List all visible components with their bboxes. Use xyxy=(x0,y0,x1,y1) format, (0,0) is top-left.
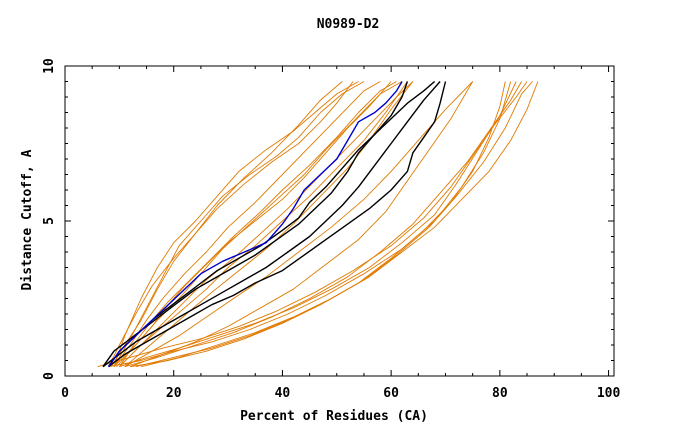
y-tick-label: 5 xyxy=(42,217,57,225)
series-line-2 xyxy=(110,81,354,367)
series-line-8 xyxy=(119,81,414,368)
y-tick-label: 0 xyxy=(42,372,57,380)
ticks-layer: 0 20 40 60 80 100 0 5 10 xyxy=(42,58,620,401)
series-line-16 xyxy=(97,81,528,368)
plot-frame xyxy=(64,65,615,377)
x-tick-label: 80 xyxy=(492,386,508,401)
series-line-19 xyxy=(140,81,539,368)
series-line-18 xyxy=(124,81,522,368)
series-layer xyxy=(97,80,539,368)
series-line-23 xyxy=(108,81,447,368)
series-line-25 xyxy=(107,81,403,368)
series-line-24 xyxy=(107,80,436,368)
series-line-22 xyxy=(102,81,441,368)
series-line-4 xyxy=(113,81,359,367)
x-tick-label: 0 xyxy=(61,386,69,401)
x-tick-label: 100 xyxy=(597,386,621,401)
series-line-17 xyxy=(135,81,533,368)
series-line-10 xyxy=(108,81,343,367)
x-tick-label: 20 xyxy=(166,386,182,401)
y-tick-label: 10 xyxy=(42,58,57,74)
series-line-14 xyxy=(119,81,517,368)
series-line-3 xyxy=(113,81,365,367)
series-line-12 xyxy=(124,81,474,368)
series-line-13 xyxy=(130,81,474,368)
chart-title: N0989-D2 xyxy=(317,17,380,32)
y-axis-label: Distance Cutoff, A xyxy=(20,149,35,290)
x-tick-label: 40 xyxy=(275,386,291,401)
series-line-20 xyxy=(130,81,506,368)
series-line-11 xyxy=(113,81,381,367)
series-line-9 xyxy=(113,81,403,368)
series-line-5 xyxy=(119,81,397,367)
x-tick-label: 60 xyxy=(383,386,399,401)
x-axis-label: Percent of Residues (CA) xyxy=(240,409,428,424)
